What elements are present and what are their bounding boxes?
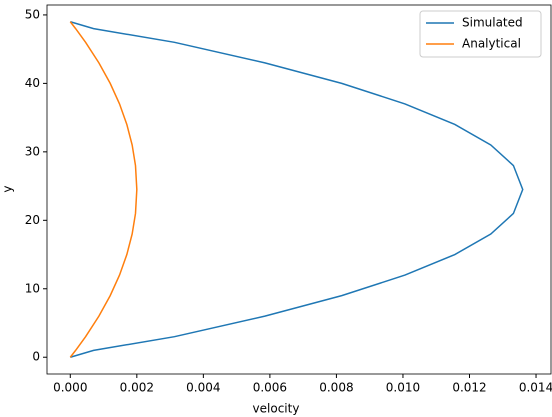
y-tick-label: 40: [25, 76, 40, 90]
x-tick-label: 0.008: [319, 381, 353, 395]
x-tick-label: 0.004: [186, 381, 220, 395]
y-tick-label: 50: [25, 7, 40, 21]
series-line: [69, 21, 138, 358]
x-tick-label: 0.012: [452, 381, 486, 395]
x-tick-label: 0.006: [253, 381, 287, 395]
y-tick-label: 0: [32, 350, 40, 364]
x-tick-label: 0.002: [120, 381, 154, 395]
y-axis-label: y: [1, 185, 15, 192]
series-line: [70, 21, 524, 358]
plot-frame: [46, 4, 552, 375]
x-tick-label: 0.000: [53, 381, 87, 395]
y-tick-label: 30: [25, 144, 40, 158]
y-tick-label: 20: [25, 213, 40, 227]
x-tick-label: 0.010: [386, 381, 420, 395]
x-tick-label: 0.014: [519, 381, 552, 395]
legend-label: Analytical: [462, 37, 521, 51]
y-tick-label: 10: [25, 281, 40, 295]
x-axis-label: velocity: [253, 402, 300, 416]
legend-label: Simulated: [462, 16, 523, 30]
